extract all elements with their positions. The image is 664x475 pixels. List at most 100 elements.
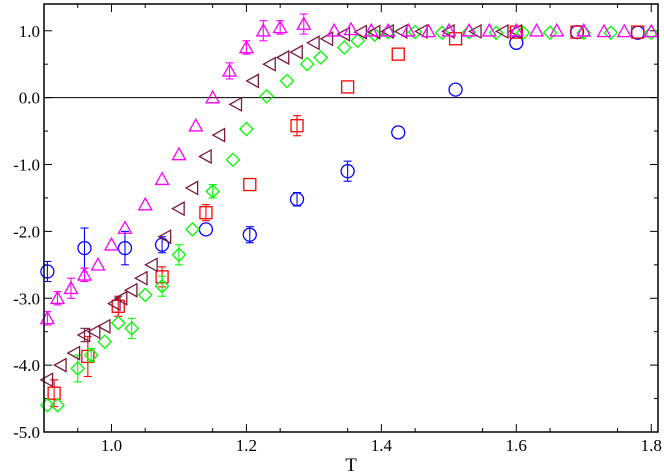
series-2-diamond <box>39 24 659 413</box>
data-point-triangle-up <box>380 22 396 37</box>
x-tick-label: 1.6 <box>506 436 527 455</box>
data-point-triangle-left <box>144 257 158 273</box>
data-point-square <box>391 47 405 61</box>
data-point-triangle-left <box>76 327 91 343</box>
data-point-triangle-up <box>343 21 359 36</box>
data-point-triangle-up <box>296 16 312 30</box>
data-point-diamond <box>225 152 241 168</box>
data-point-diamond <box>124 320 140 336</box>
data-point-triangle-left <box>171 201 185 217</box>
data-point-triangle-left <box>262 56 276 72</box>
data-point-circle <box>289 192 305 207</box>
data-point-triangle-left <box>184 180 199 196</box>
data-point-triangle-left <box>380 23 394 40</box>
data-point-triangle-left <box>228 96 243 112</box>
data-point-diamond <box>185 221 200 237</box>
data-point-diamond <box>313 50 329 65</box>
data-point-square <box>81 349 95 364</box>
data-point-triangle-left <box>211 127 226 143</box>
data-point-triangle-up <box>420 23 437 38</box>
data-point-triangle-up <box>508 22 524 37</box>
data-point-triangle-left <box>440 23 455 40</box>
data-point-circle <box>40 264 55 279</box>
data-point-triangle-left <box>113 290 128 306</box>
data-point-triangle-up <box>441 22 457 37</box>
data-point-triangle-left <box>494 23 509 40</box>
series-0-circle <box>40 24 645 283</box>
data-point-triangle-up <box>400 22 416 37</box>
data-point-triangle-left <box>508 23 523 40</box>
x-tick-label: 1.2 <box>236 436 257 455</box>
data-point-square <box>631 25 645 39</box>
data-point-square <box>243 177 257 192</box>
data-point-square <box>290 119 304 133</box>
data-point-circle <box>340 164 355 179</box>
data-point-triangle-left <box>157 229 172 245</box>
data-point-diamond <box>39 397 55 413</box>
data-point-triangle-up <box>221 63 238 77</box>
data-point-triangle-left <box>53 357 67 373</box>
data-point-triangle-up <box>238 39 255 54</box>
data-point-square <box>570 25 584 39</box>
data-point-triangle-left <box>39 372 54 388</box>
data-point-diamond <box>205 183 221 199</box>
data-point-triangle-left <box>66 345 81 361</box>
data-point-triangle-up <box>137 196 153 211</box>
data-point-square <box>448 32 463 46</box>
data-point-circle <box>77 240 92 256</box>
data-point-diamond <box>350 33 366 49</box>
axes-layer: 1.0 1.2 1.4 1.6 1.8 -5.0 -4.0 -3.0 -2.0 -1.0 0.0 1.… <box>13 4 662 455</box>
data-point-triangle-left <box>123 282 138 298</box>
data-point-diamond <box>336 40 352 55</box>
data-point-triangle-left <box>107 295 121 312</box>
data-point-diamond <box>70 361 86 376</box>
data-point-triangle-left <box>245 73 260 89</box>
data-point-circle <box>117 240 133 256</box>
data-point-triangle-up <box>528 22 545 37</box>
y-tick-label: 0.0 <box>19 89 40 108</box>
data-point-square <box>199 205 213 220</box>
data-point-diamond <box>171 247 187 263</box>
data-point-diamond <box>434 25 450 41</box>
data-point-circle <box>242 227 257 242</box>
data-point-diamond <box>83 347 99 363</box>
data-point-circle <box>391 125 406 140</box>
data-point-square <box>47 386 61 400</box>
data-point-triangle-left <box>393 23 408 40</box>
data-point-triangle-up <box>326 22 342 37</box>
plot-frame <box>43 3 659 433</box>
data-point-triangle-up <box>255 22 271 37</box>
data-point-triangle-up <box>154 171 170 186</box>
y-tick-label: -4.0 <box>13 356 40 375</box>
data-point-diamond <box>154 278 170 294</box>
data-point-triangle-up <box>171 146 187 161</box>
data-point-triangle-up <box>63 280 79 295</box>
y-tick-label: 1.0 <box>19 22 40 41</box>
data-point-triangle-up <box>461 22 477 37</box>
series-4-triangle-up <box>39 13 659 326</box>
data-point-diamond <box>299 56 315 72</box>
data-point-triangle-up <box>481 22 497 37</box>
data-point-diamond <box>643 25 659 41</box>
data-point-triangle-up <box>549 22 565 37</box>
data-point-triangle-up <box>616 23 632 38</box>
data-point-diamond <box>515 25 531 41</box>
data-point-diamond <box>259 88 275 104</box>
data-point-diamond <box>461 24 477 40</box>
data-point-triangle-up <box>188 117 204 132</box>
data-point-square <box>340 80 355 94</box>
y-tick-label: -3.0 <box>13 289 40 308</box>
series-1-square <box>47 25 645 408</box>
data-point-diamond <box>542 25 558 41</box>
data-point-triangle-up <box>90 256 106 271</box>
data-point-triangle-left <box>96 318 111 334</box>
data-point-triangle-left <box>414 23 428 40</box>
data-point-triangle-up <box>272 19 288 34</box>
data-point-diamond <box>137 287 153 303</box>
data-point-triangle-up <box>103 236 120 251</box>
data-point-diamond <box>488 25 504 41</box>
data-point-triangle-left <box>133 270 148 286</box>
data-point-triangle-up <box>596 23 612 38</box>
data-point-triangle-up <box>76 267 93 281</box>
x-tick-label: 1.0 <box>101 436 122 455</box>
